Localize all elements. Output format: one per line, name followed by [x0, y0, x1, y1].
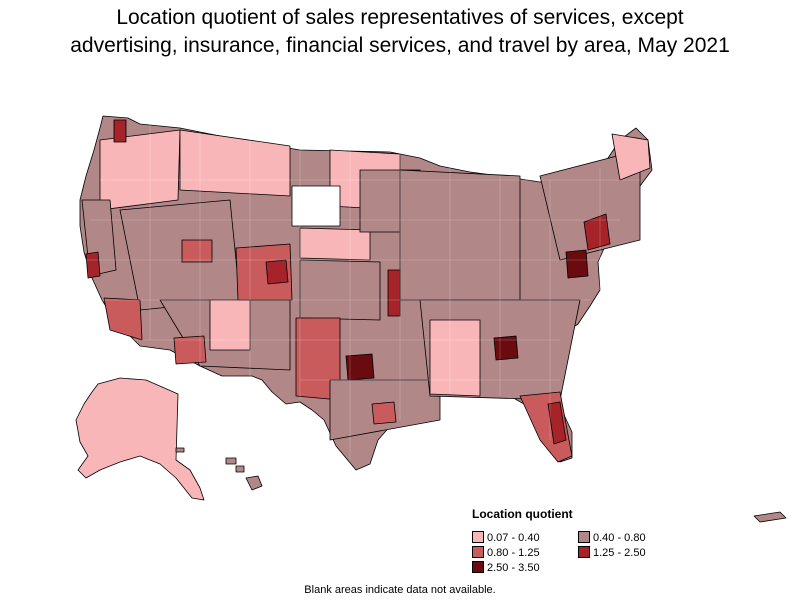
kansas-city-corridor [387, 269, 401, 317]
footnote: Blank areas indicate data not available. [304, 584, 496, 596]
hawaii-3 [235, 465, 245, 473]
legend-label-1: 0.07 - 0.40 [487, 532, 540, 544]
title-line-2: advertising, insurance, financial servic… [70, 34, 730, 57]
arizona-patch [173, 335, 207, 365]
area-boundaries [84, 120, 640, 460]
mississippi-low [429, 319, 481, 397]
atlanta [493, 335, 519, 361]
houston [371, 401, 397, 425]
new-mexico-patch [209, 299, 251, 351]
hawaii-4 [175, 447, 185, 453]
legend-item-2: 0.40 - 0.80 [578, 531, 646, 545]
northeast-corridor [583, 213, 611, 251]
legend-swatch-4 [578, 546, 590, 558]
puerto-rico [753, 511, 787, 523]
california-south [103, 297, 143, 341]
nebraska-kansas [299, 227, 371, 261]
utah-patch [181, 239, 213, 263]
legend-swatch-5 [472, 561, 484, 573]
denver [265, 259, 289, 285]
legend-label-3: 0.80 - 1.25 [487, 547, 540, 559]
legend-title: Location quotient [472, 507, 573, 521]
intermountain-west [119, 199, 241, 311]
maine [611, 133, 651, 181]
legend-label-5: 2.50 - 3.50 [487, 562, 540, 574]
northeast [539, 149, 641, 261]
midwest [399, 169, 521, 301]
alaska [75, 377, 205, 501]
central-plains [299, 259, 381, 321]
legend-label-2: 0.40 - 0.80 [593, 532, 646, 544]
legend-item-3: 0.80 - 1.25 [472, 546, 540, 560]
blank-area [291, 185, 341, 227]
mid-atlantic [565, 249, 589, 279]
legend-swatch-2 [578, 531, 590, 543]
legend-label-4: 1.25 - 2.50 [593, 547, 646, 559]
hawaii-2 [225, 457, 237, 465]
legend-item-1: 0.07 - 0.40 [472, 531, 540, 545]
seattle [113, 119, 127, 143]
dallas [345, 353, 375, 381]
legend-item-5: 2.50 - 3.50 [472, 561, 540, 575]
montana [179, 129, 291, 197]
map-title: Location quotient of sales representativ… [0, 4, 800, 60]
title-line-1: Location quotient of sales representativ… [116, 6, 684, 29]
hawaii-1 [245, 475, 263, 491]
florida-metro [547, 401, 567, 445]
bay-area [85, 251, 101, 279]
legend-item-4: 1.25 - 2.50 [578, 546, 646, 560]
legend-swatch-1 [472, 531, 484, 543]
legend-swatch-3 [472, 546, 484, 558]
pacific-northwest [99, 129, 181, 211]
